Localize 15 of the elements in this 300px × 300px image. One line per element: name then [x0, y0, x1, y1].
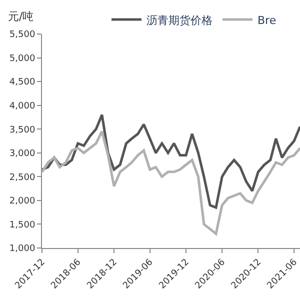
legend-label: Bre — [258, 14, 276, 27]
y-tick-label: 1,500 — [9, 220, 36, 230]
line-series — [42, 114, 300, 209]
y-tick-label: 5,500 — [9, 30, 36, 40]
y-tick-label: 2,000 — [9, 196, 36, 207]
legend-label: 沥青期货价格 — [146, 14, 212, 27]
y-tick-label: 3,500 — [9, 125, 36, 136]
y-axis-title: 元/吨 — [8, 10, 34, 23]
y-tick-label: 2,500 — [9, 172, 36, 183]
y-tick-label: 4,000 — [9, 101, 36, 112]
line-series — [42, 130, 300, 235]
y-tick-label: 4,500 — [9, 78, 36, 88]
y-tick-label: 1,000 — [9, 244, 36, 254]
y-tick-label: 3,000 — [9, 149, 36, 160]
y-tick-label: 5,000 — [9, 54, 36, 64]
